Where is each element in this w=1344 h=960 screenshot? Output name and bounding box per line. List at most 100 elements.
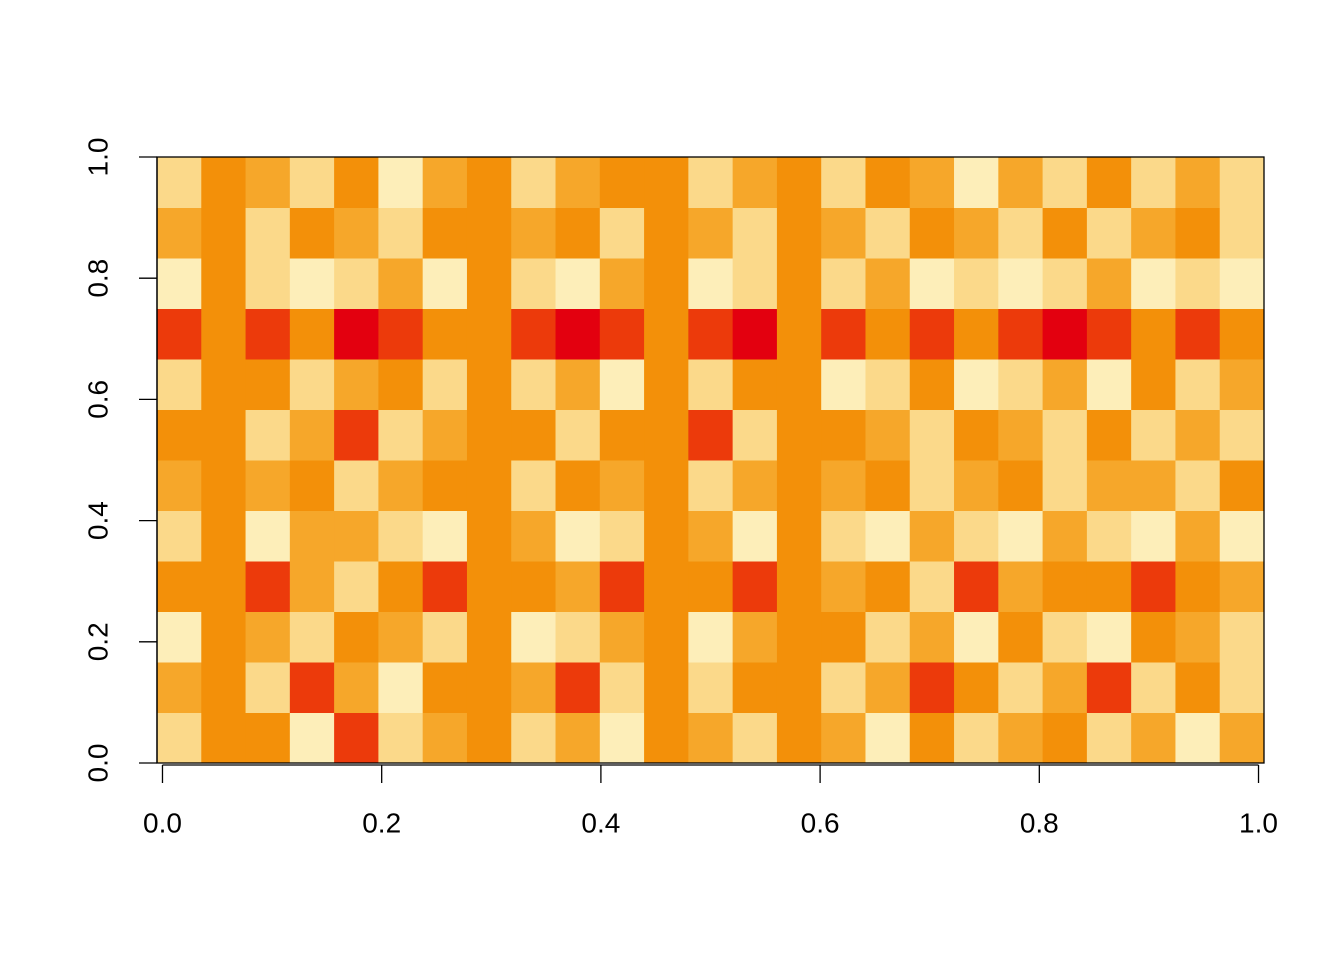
heat-cell [909,207,955,259]
heat-cell [157,157,202,208]
heat-cell [1219,611,1265,663]
heat-cell [334,207,379,259]
heat-cell [555,460,601,511]
heat-cell [688,712,734,764]
heat-cell [688,308,734,360]
x-tick-label: 1.0 [1239,807,1278,838]
heat-cell [201,712,247,764]
heat-cell [1175,157,1221,208]
heat-cell [422,561,468,612]
heat-cell [555,258,601,309]
heat-cell [1042,611,1088,663]
heat-cell [289,409,335,461]
heat-cell [289,157,335,208]
heat-cell [157,712,202,764]
heat-cell [998,308,1044,360]
heat-cell [245,510,291,562]
heat-cell [466,409,512,461]
heat-cell [289,460,335,511]
heat-cell [732,258,778,309]
heat-cell [378,308,424,360]
heat-cell [201,460,247,511]
heat-cell [511,207,557,259]
heat-cell [1131,712,1176,764]
heat-cell [422,409,468,461]
heat-cell [865,308,911,360]
heat-cell [422,611,468,663]
heat-cell [511,460,557,511]
heat-cell [378,409,424,461]
heat-cell [909,308,955,360]
heat-cell [1042,258,1088,309]
heat-cell [1131,258,1176,309]
heat-cell [865,460,911,511]
heat-cell [511,308,557,360]
heat-cell [334,409,379,461]
heat-cell [909,712,955,764]
heat-cell [954,561,999,612]
heat-cell [555,662,601,713]
heat-cell [776,460,822,511]
heat-cell [1086,510,1132,562]
heat-cell [1042,157,1088,208]
heat-cell [821,561,866,612]
heat-cell [821,207,866,259]
heat-cell [1042,712,1088,764]
heat-cell [466,611,512,663]
heat-cell [378,157,424,208]
heat-cell [1175,258,1221,309]
x-tick-label: 0.0 [143,807,182,838]
heat-cell [1042,308,1088,360]
heat-cell [732,359,778,410]
heat-cell [511,258,557,309]
heat-cell [954,510,999,562]
heat-cell [732,662,778,713]
heat-cell [289,258,335,309]
heat-cell [644,207,689,259]
heat-cell [1042,561,1088,612]
x-tick-label: 0.2 [362,807,401,838]
heat-cell [1219,712,1265,764]
heat-cell [865,157,911,208]
heat-cell [909,258,955,309]
heat-cell [865,359,911,410]
heat-cell [245,712,291,764]
heat-cell [954,662,999,713]
heat-cell [599,662,645,713]
heat-cell [201,409,247,461]
heat-cell [289,712,335,764]
heat-cell [555,308,601,360]
heat-cell [821,258,866,309]
heat-cell [1175,308,1221,360]
heat-cell [201,207,247,259]
heat-cell [422,258,468,309]
heat-cell [511,157,557,208]
heat-cell [466,662,512,713]
heat-cell [1175,561,1221,612]
heat-cell [998,561,1044,612]
heat-cell [201,662,247,713]
heat-cell [422,207,468,259]
heat-cell [776,207,822,259]
y-tick-label: 0.0 [82,744,113,783]
heat-cell [865,662,911,713]
heat-cell [245,258,291,309]
heat-cell [1131,561,1176,612]
heat-cell [157,308,202,360]
heat-cell [466,712,512,764]
heat-cell [466,157,512,208]
heat-cell [599,359,645,410]
heat-cell [599,157,645,208]
heat-cell [1219,662,1265,713]
heat-cell [1042,207,1088,259]
heat-cell [998,409,1044,461]
heat-cell [1219,258,1265,309]
heat-cell [1086,561,1132,612]
heat-cell [1131,157,1176,208]
heat-cell [998,359,1044,410]
heat-cell [334,258,379,309]
heat-cell [599,510,645,562]
heat-cell [998,510,1044,562]
heat-cell [511,662,557,713]
